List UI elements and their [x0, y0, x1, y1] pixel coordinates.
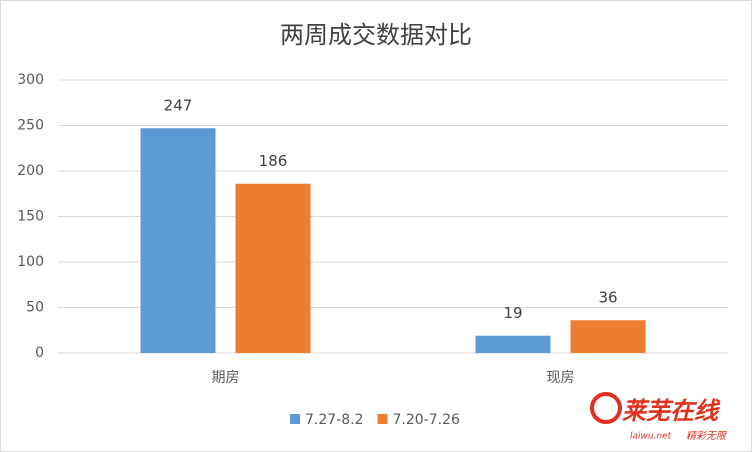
data-label: 186 — [259, 152, 288, 170]
legend-label: 7.27-8.2 — [305, 412, 364, 428]
data-label: 19 — [503, 304, 522, 322]
chart-title: 两周成交数据对比 — [280, 21, 472, 49]
bar — [235, 183, 311, 353]
y-tick-label: 0 — [35, 345, 44, 361]
y-tick-label: 200 — [17, 163, 44, 179]
watermark: 莱芜在线 laiwu.net 精彩无限 — [590, 392, 727, 442]
y-tick-label: 50 — [26, 300, 44, 316]
watermark-brand: 莱芜在线 — [622, 397, 721, 425]
data-label: 247 — [164, 97, 193, 115]
y-tick-label: 250 — [17, 118, 44, 134]
bar — [570, 320, 646, 353]
watermark-url: laiwu.net — [630, 432, 672, 442]
legend-swatch — [290, 414, 300, 424]
x-tick-label: 现房 — [547, 370, 575, 386]
y-tick-label: 100 — [17, 254, 44, 270]
y-tick-label: 150 — [17, 209, 44, 225]
bar — [475, 335, 551, 353]
watermark-slogan: 精彩无限 — [686, 430, 727, 442]
data-label: 36 — [598, 289, 617, 307]
watermark-logo — [590, 392, 622, 424]
legend-label: 7.20-7.26 — [393, 412, 460, 428]
y-tick-label: 300 — [17, 72, 44, 88]
x-tick-label: 期房 — [212, 370, 240, 386]
legend-swatch — [377, 414, 388, 424]
bar — [140, 128, 216, 353]
